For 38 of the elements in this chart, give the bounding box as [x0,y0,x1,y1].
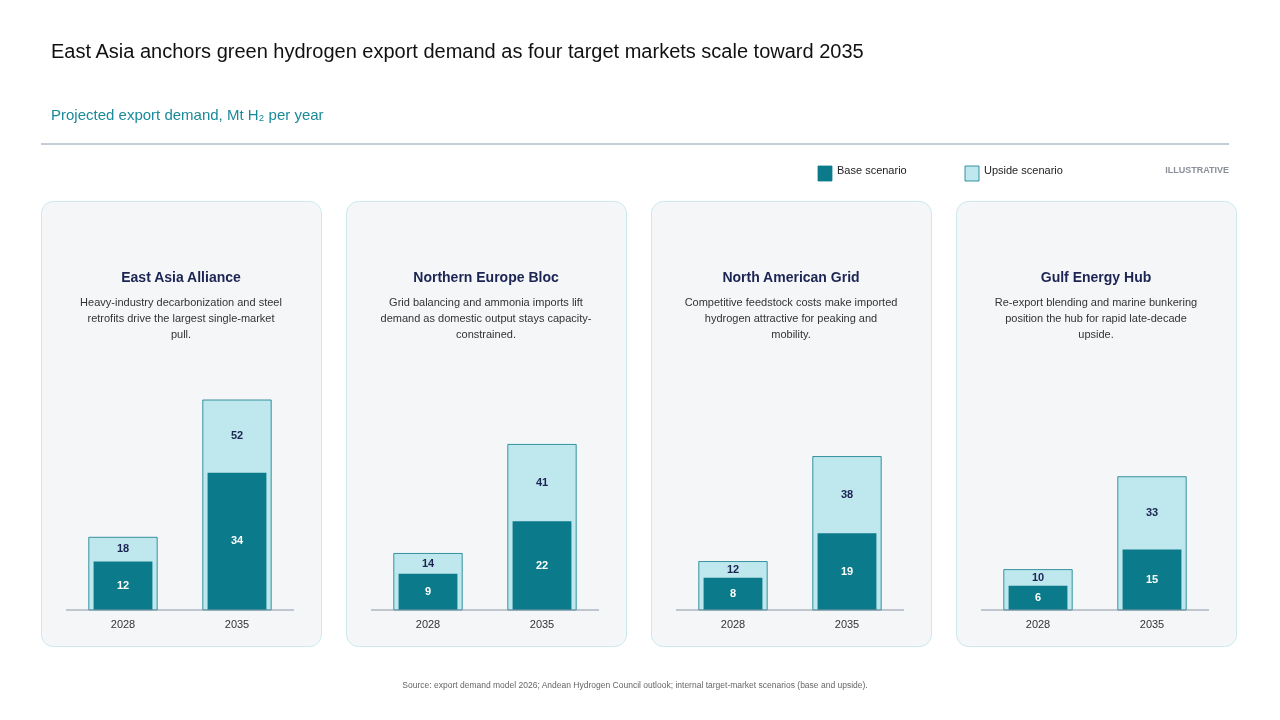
chart-subtitle: Heavy-industry decarbonization and steel retrofits drive the largest single-market pull. [80,296,282,340]
data-label: 33 [1145,506,1159,519]
x-tick-label: 2035 [529,618,555,630]
data-label: 19 [840,564,854,577]
chart-subtitle: Competitive feedstock costs make imported hydrogen attractive for peaking and mobility. [684,296,898,340]
data-label: 18 [116,542,130,555]
text: Projected export demand, Mt H₂ per year [51,106,324,123]
data-label: 41 [535,475,549,488]
legend-label: Upside scenario [984,164,1063,176]
data-label: 12 [726,562,740,575]
data-label: 22 [535,558,549,571]
data-label: 15 [1145,572,1159,585]
chart-title: East Asia Alliance [121,269,241,285]
data-label: 14 [421,556,435,569]
data-label: 34 [230,534,244,547]
x-tick-label: 2028 [415,618,441,630]
data-label: 12 [116,578,130,591]
chart-title: Gulf Energy Hub [1040,269,1152,285]
data-label: 6 [1034,590,1042,603]
data-label: 9 [424,584,432,597]
source-note: Source: export demand model 2026; Andean Hydrogen Council outlook; internal target-market scenarios (base and upside). [402,680,868,690]
chart-subtitle: Re-export blending and marine bunkering position the hub for rapid late-decade upside. [994,296,1198,340]
x-tick-label: 2035 [834,618,860,630]
text: East Asia anchors green hydrogen export demand as four target markets scale toward 2035 [51,40,864,62]
data-label: 8 [729,586,737,599]
x-tick-label: 2035 [224,618,250,630]
x-tick-label: 2028 [720,618,746,630]
legend-label: Base scenario [837,164,907,176]
chart-title: Northern Europe Bloc [413,269,559,285]
data-label: 38 [840,487,854,500]
x-tick-label: 2028 [1025,618,1051,630]
chart-subtitle: Grid balancing and ammonia imports lift demand as domestic output stays capacity-constrained. [380,296,592,340]
chart-title: North American Grid [722,269,860,285]
data-label: 10 [1031,570,1045,583]
text: ILLUSTRATIVE [1165,165,1229,175]
data-label: 52 [230,429,244,442]
x-tick-label: 2028 [110,618,136,630]
x-tick-label: 2035 [1139,618,1165,630]
